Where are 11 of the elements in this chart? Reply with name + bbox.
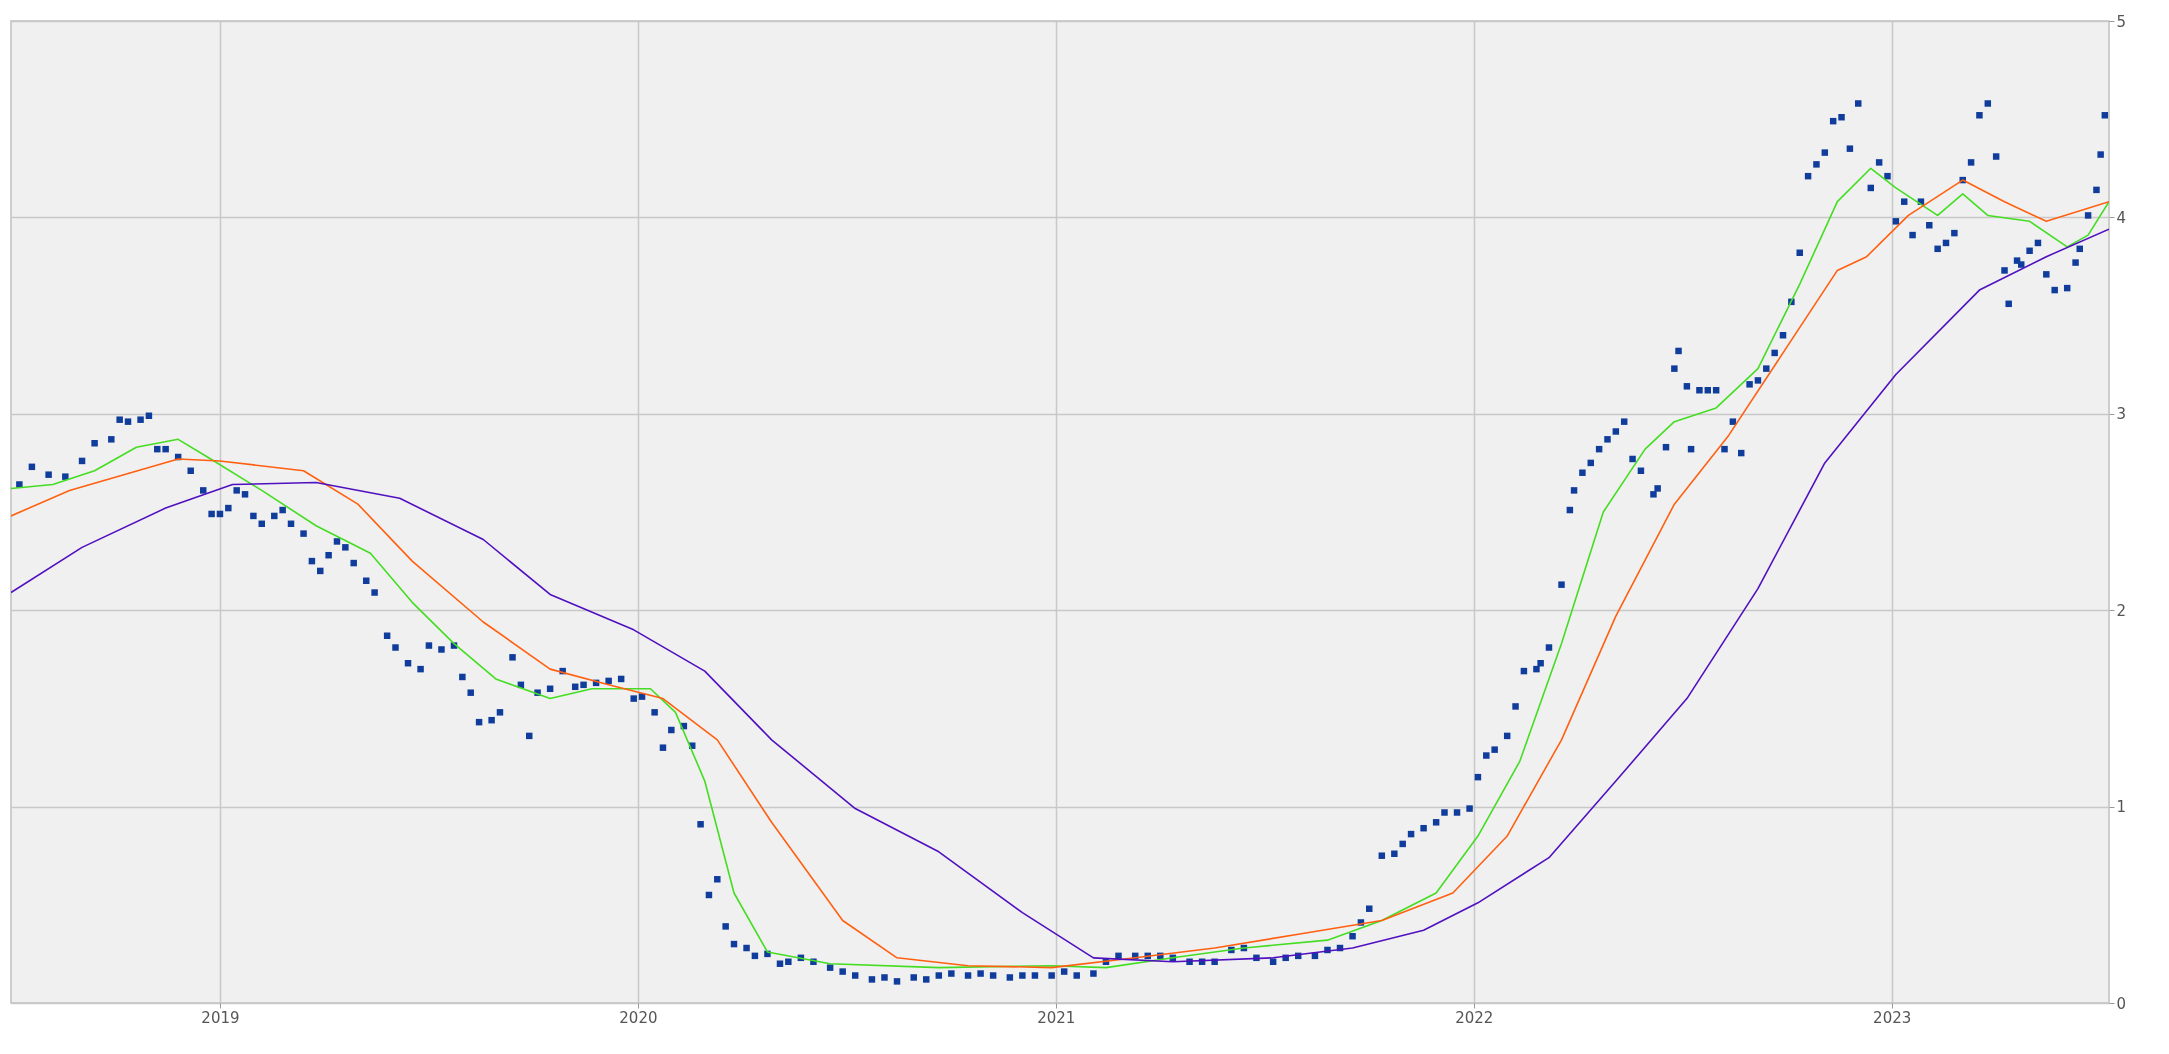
y-tick-label: 3 [2116, 405, 2127, 424]
x-tick-label: 2021 [1037, 1008, 1076, 1027]
x-tick-label: 2020 [619, 1008, 658, 1027]
y-tick-label: 1 [2116, 798, 2127, 817]
x-tick-label: 2019 [201, 1008, 240, 1027]
y-tick-label: 5 [2116, 12, 2127, 31]
y-tick-label: 4 [2116, 208, 2127, 227]
y-tick-label: 2 [2116, 601, 2127, 620]
y-tick-label: 0 [2116, 994, 2127, 1013]
x-tick-label: 2022 [1455, 1008, 1494, 1027]
x-tick-label: 2023 [1873, 1008, 1912, 1027]
